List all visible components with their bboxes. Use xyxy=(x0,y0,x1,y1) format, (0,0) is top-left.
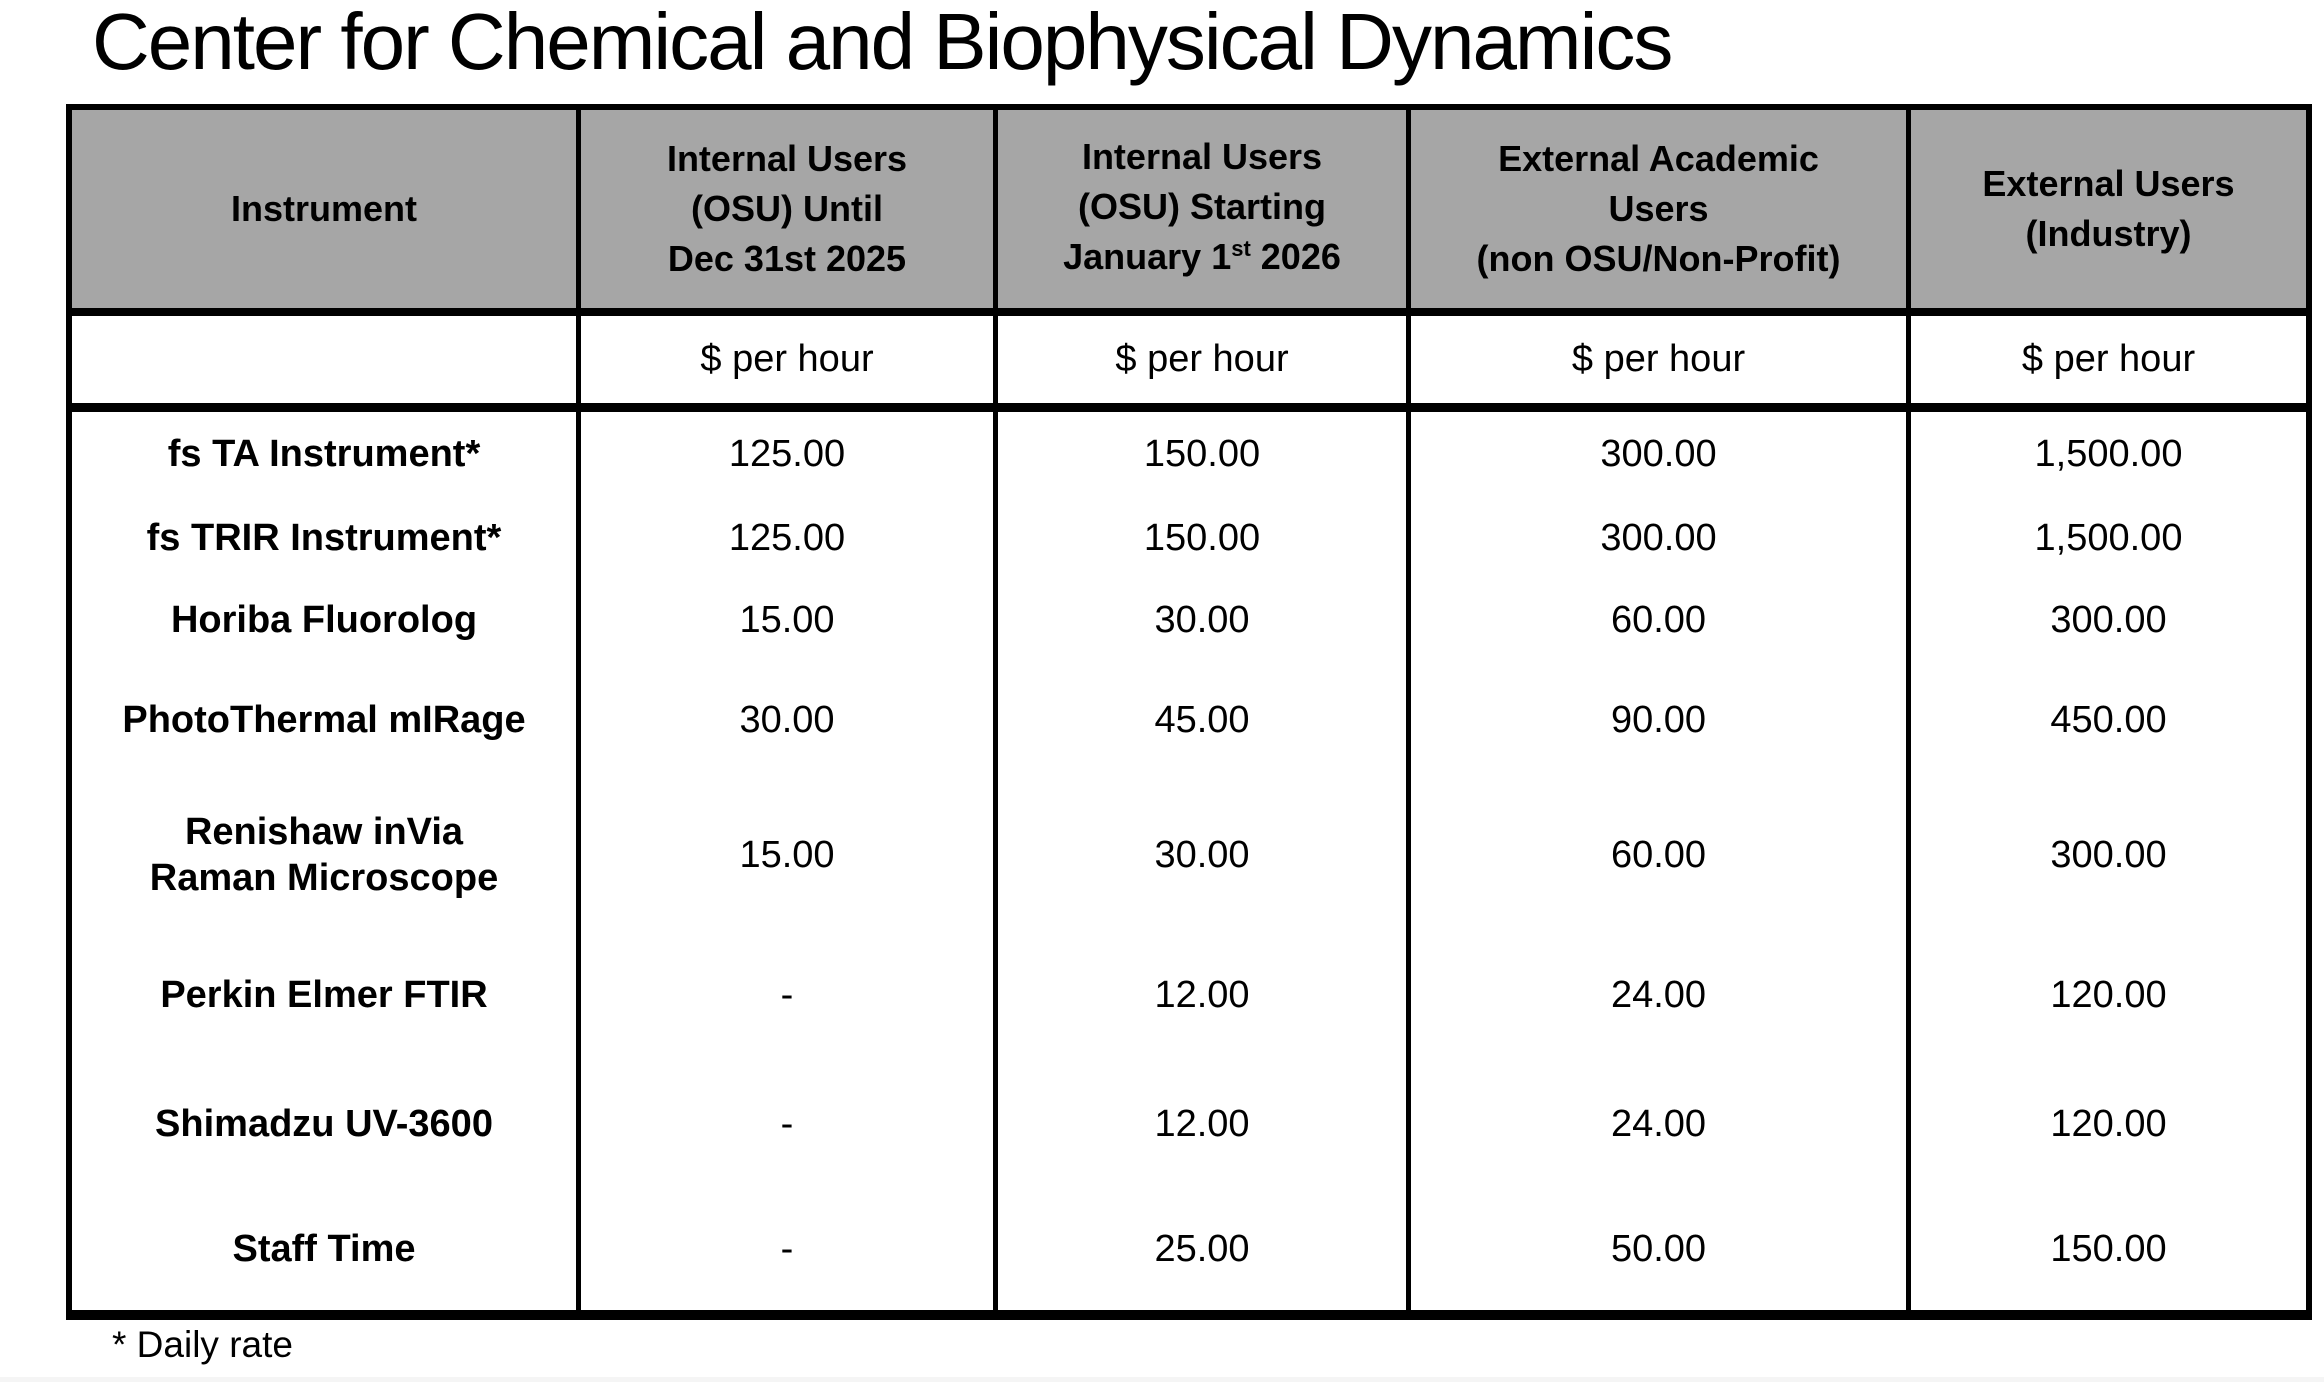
header-internal-starting-line3: January 1st 2026 xyxy=(1063,232,1341,287)
header-cell-external-industry: External Users (Industry) xyxy=(1906,110,2306,308)
price-cell: 300.00 xyxy=(1406,412,1906,496)
instrument-cell: Perkin Elmer FTIR xyxy=(160,974,488,1016)
price-cell: - xyxy=(576,1188,993,1310)
price-cell: 50.00 xyxy=(1406,1188,1906,1310)
price-cell: 90.00 xyxy=(1406,660,1906,780)
daily-rate-footnote: * Daily rate xyxy=(112,1324,293,1365)
price-cell: 12.00 xyxy=(993,930,1406,1060)
price-cell: 150.00 xyxy=(993,412,1406,496)
price-cell: - xyxy=(576,1060,993,1188)
table-row-photothermal-mirage: PhotoThermal mIRage 30.00 45.00 90.00 45… xyxy=(72,660,2306,780)
price-cell: 30.00 xyxy=(993,780,1406,930)
price-cell: 45.00 xyxy=(993,660,1406,780)
unit-cell: $ per hour xyxy=(576,316,993,403)
price-cell: 12.00 xyxy=(993,1060,1406,1188)
price-cell: 300.00 xyxy=(1406,496,1906,580)
price-cell: 450.00 xyxy=(1906,660,2306,780)
price-cell: 25.00 xyxy=(993,1188,1406,1310)
header-cell-instrument: Instrument xyxy=(72,110,576,308)
price-cell: 1,500.00 xyxy=(1906,496,2306,580)
unit-cell: $ per hour xyxy=(1406,316,1906,403)
header-date-prefix: January 1 xyxy=(1063,235,1232,277)
bottom-edge-divider xyxy=(0,1377,2324,1382)
instrument-cell: fs TRIR Instrument* xyxy=(146,517,502,559)
unit-row: $ per hour $ per hour $ per hour $ per h… xyxy=(72,316,2306,412)
price-cell: 125.00 xyxy=(576,496,993,580)
price-cell: 120.00 xyxy=(1906,930,2306,1060)
table-row-shimadzu-uv3600: Shimadzu UV-3600 - 12.00 24.00 120.00 xyxy=(72,1060,2306,1188)
table-row-staff-time: Staff Time - 25.00 50.00 150.00 xyxy=(72,1188,2306,1310)
header-cell-external-academic: External Academic Users (non OSU/Non-Pro… xyxy=(1406,110,1906,308)
header-internal-starting-top: Internal Users (OSU) Starting xyxy=(1078,135,1326,227)
instrument-cell: Staff Time xyxy=(232,1228,416,1270)
price-cell: 150.00 xyxy=(993,496,1406,580)
price-cell: 24.00 xyxy=(1406,1060,1906,1188)
price-cell: 15.00 xyxy=(576,780,993,930)
price-cell: 15.00 xyxy=(576,580,993,660)
unit-cell-empty xyxy=(72,316,576,403)
price-cell: 125.00 xyxy=(576,412,993,496)
page-title: Center for Chemical and Biophysical Dyna… xyxy=(92,0,1673,86)
price-cell: 1,500.00 xyxy=(1906,412,2306,496)
instrument-cell: PhotoThermal mIRage xyxy=(122,699,526,741)
table-header-row: Instrument Internal Users (OSU) Until De… xyxy=(72,110,2306,316)
table-row-renishaw-invia: Renishaw inVia Raman Microscope 15.00 30… xyxy=(72,780,2306,930)
instrument-cell: Shimadzu UV-3600 xyxy=(155,1103,493,1145)
table-row-horiba-fluorolog: Horiba Fluorolog 15.00 30.00 60.00 300.0… xyxy=(72,580,2306,660)
price-cell: 300.00 xyxy=(1906,780,2306,930)
instrument-cell: Renishaw inVia Raman Microscope xyxy=(149,811,499,899)
rates-table: Instrument Internal Users (OSU) Until De… xyxy=(66,104,2312,1320)
unit-cell: $ per hour xyxy=(1906,316,2306,403)
header-date-ordinal-sup: st xyxy=(1231,235,1251,261)
table-row-fs-ta: fs TA Instrument* 125.00 150.00 300.00 1… xyxy=(72,412,2306,496)
header-date-suffix: 2026 xyxy=(1250,235,1341,277)
header-cell-internal-until-2025: Internal Users (OSU) Until Dec 31st 2025 xyxy=(576,110,993,308)
price-cell: 60.00 xyxy=(1406,780,1906,930)
table-row-fs-trir: fs TRIR Instrument* 125.00 150.00 300.00… xyxy=(72,496,2306,580)
price-cell: 30.00 xyxy=(576,660,993,780)
table-row-perkin-elmer-ftir: Perkin Elmer FTIR - 12.00 24.00 120.00 xyxy=(72,930,2306,1060)
price-cell: 24.00 xyxy=(1406,930,1906,1060)
price-cell: 30.00 xyxy=(993,580,1406,660)
header-cell-internal-starting-2026: Internal Users (OSU) Starting January 1s… xyxy=(993,110,1406,308)
price-cell: 60.00 xyxy=(1406,580,1906,660)
instrument-cell: Horiba Fluorolog xyxy=(170,599,478,641)
unit-cell: $ per hour xyxy=(993,316,1406,403)
instrument-cell: fs TA Instrument* xyxy=(167,433,481,475)
price-cell: 300.00 xyxy=(1906,580,2306,660)
price-cell: - xyxy=(576,930,993,1060)
price-cell: 120.00 xyxy=(1906,1060,2306,1188)
price-cell: 150.00 xyxy=(1906,1188,2306,1310)
